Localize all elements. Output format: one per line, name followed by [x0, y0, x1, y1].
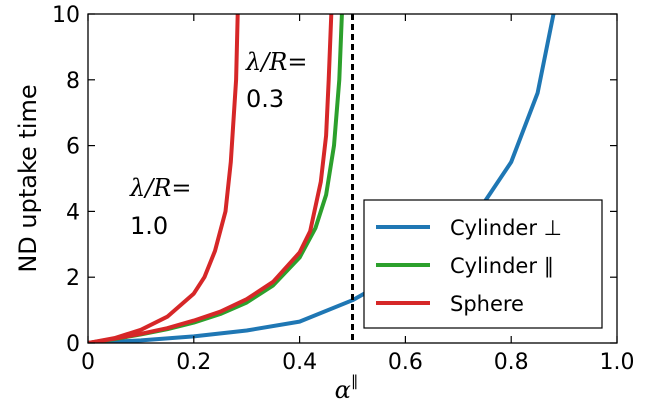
legend-label-1: Cylinder ∥: [450, 254, 554, 278]
x-tick-label-0: 0: [81, 350, 95, 375]
series-line-2: [88, 14, 334, 343]
x-axis-label-symbol: α: [335, 376, 351, 404]
annotation-value-1: 0.3: [246, 85, 284, 113]
y-tick-label-1: 2: [66, 266, 80, 291]
x-axis-label-superscript: ∥: [351, 372, 359, 390]
y-axis-label: ND uptake time: [14, 84, 42, 272]
annotation-value-0: 1.0: [130, 212, 168, 240]
legend: Cylinder ⊥ Cylinder ∥ Sphere: [363, 199, 603, 329]
axes-frame: [87, 13, 618, 344]
x-axis-label: α∥: [335, 372, 359, 404]
legend-label-2: Sphere: [450, 292, 524, 316]
y-tick-label-4: 8: [66, 69, 80, 94]
y-tick-label-5: 10: [52, 3, 80, 28]
y-tick-label-0: 0: [66, 332, 80, 357]
axes: 0 0.2 0.4 0.6 0.8 1.0 0 2 4 6 8 10 ND uptake time α∥: [14, 3, 635, 404]
y-tick-label-3: 6: [66, 135, 80, 160]
y-tick-label-2: 4: [66, 200, 80, 225]
series-line-3: [88, 14, 240, 343]
annotations: λ/R= 1.0 λ/R= 0.3: [129, 48, 307, 240]
x-tick-label-4: 0.8: [494, 350, 529, 375]
annotation-label-0: λ/R=: [129, 174, 191, 202]
x-tick-label-2: 0.4: [282, 350, 317, 375]
x-tick-label-3: 0.6: [388, 350, 423, 375]
x-tick-label-5: 1.0: [600, 350, 635, 375]
annotation-label-1: λ/R=: [245, 48, 307, 76]
legend-label-0: Cylinder ⊥: [450, 216, 562, 240]
x-tick-label-1: 0.2: [176, 350, 211, 375]
